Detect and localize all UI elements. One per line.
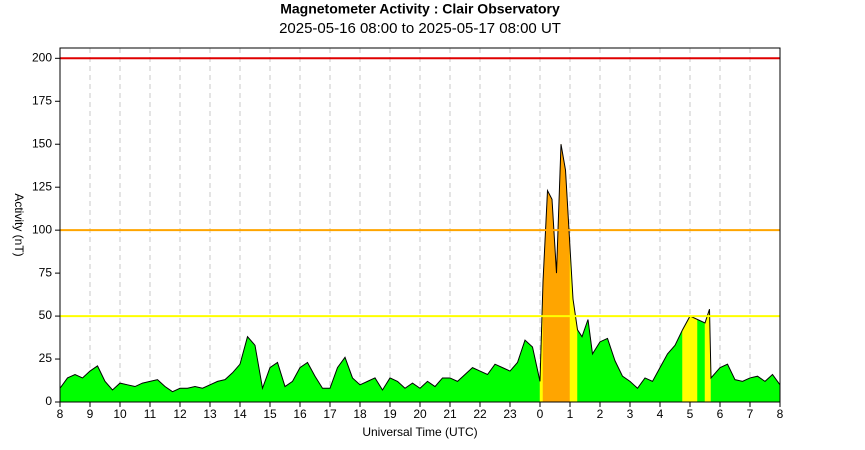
area-segment <box>644 377 653 403</box>
area-segment <box>472 367 481 403</box>
activity-line <box>59 144 781 393</box>
x-tick-label: 2 <box>597 407 604 421</box>
y-tick-label: 0 <box>45 394 52 408</box>
area-segment <box>719 363 728 403</box>
y-tick-label: 200 <box>32 50 52 64</box>
area-segment <box>127 384 136 403</box>
area-segment <box>449 377 458 403</box>
x-tick-label: 3 <box>627 407 634 421</box>
x-tick-label: 20 <box>413 407 427 421</box>
area-segment <box>682 315 691 403</box>
area-segment <box>149 379 158 403</box>
y-tick-label: 125 <box>32 179 52 193</box>
area-segment <box>194 386 203 403</box>
area-segment <box>389 377 398 403</box>
area-segment <box>494 363 503 403</box>
area-segment <box>247 336 256 403</box>
x-tick-label: 17 <box>323 407 337 421</box>
area-segment <box>67 374 76 403</box>
area-segment <box>142 381 151 403</box>
area-segment <box>577 328 583 403</box>
plot-frame <box>59 47 781 403</box>
chart-title: Magnetometer Activity : Clair Observator… <box>280 1 560 17</box>
y-tick-label: 150 <box>32 136 52 150</box>
x-tick-label: 12 <box>173 407 187 421</box>
x-tick-label: 13 <box>203 407 217 421</box>
area-segment <box>560 144 566 403</box>
area-segment <box>479 370 488 403</box>
x-tick-label: 14 <box>233 407 247 421</box>
y-tick-label: 175 <box>32 93 52 107</box>
area-segment <box>74 374 83 403</box>
y-tick-label: 100 <box>32 222 52 236</box>
x-tick-label: 9 <box>87 407 94 421</box>
area-segment <box>269 362 278 403</box>
area-segment <box>217 379 226 403</box>
area-segment <box>742 377 751 403</box>
x-tick-label: 10 <box>113 407 127 421</box>
area-segment <box>187 386 196 403</box>
area-segment <box>689 315 698 403</box>
x-tick-label: 18 <box>353 407 367 421</box>
x-tick-label: 8 <box>777 407 784 421</box>
area-segment <box>704 309 710 403</box>
x-tick-label: 6 <box>717 407 724 421</box>
area-segment <box>547 190 553 403</box>
area-segment <box>442 377 451 403</box>
chart-subtitle: 2025-05-16 08:00 to 2025-05-17 08:00 UT <box>279 20 561 37</box>
area-segment <box>119 382 128 403</box>
x-tick-label: 19 <box>383 407 397 421</box>
x-tick-label: 16 <box>293 407 307 421</box>
x-tick-label: 8 <box>57 407 64 421</box>
x-tick-label: 15 <box>263 407 277 421</box>
area-segment <box>697 319 706 403</box>
x-tick-label: 23 <box>503 407 517 421</box>
x-tick-label: 4 <box>657 407 664 421</box>
area-segment <box>367 377 376 403</box>
area-segment <box>599 338 608 403</box>
area-segment <box>502 367 511 403</box>
area-segment <box>734 379 743 403</box>
x-tick-label: 11 <box>144 407 157 421</box>
area-segment <box>299 362 308 403</box>
area-segment <box>322 388 331 403</box>
area-segment <box>749 375 758 403</box>
y-tick-label: 75 <box>39 265 53 279</box>
x-tick-label: 7 <box>747 407 754 421</box>
y-axis-label: Activity (nT) <box>12 193 26 256</box>
y-tick-label: 50 <box>39 308 53 322</box>
area-segment <box>667 344 676 403</box>
area-segment <box>524 339 533 403</box>
x-tick-label: 21 <box>443 407 457 421</box>
y-tick-label: 25 <box>39 351 53 365</box>
area-segment <box>89 365 98 403</box>
area-segment <box>179 388 188 403</box>
x-tick-label: 1 <box>567 407 574 421</box>
x-tick-label: 5 <box>687 407 694 421</box>
x-tick-label: 22 <box>473 407 487 421</box>
x-axis-label: Universal Time (UTC) <box>362 425 477 439</box>
x-tick-label: 0 <box>537 407 544 421</box>
